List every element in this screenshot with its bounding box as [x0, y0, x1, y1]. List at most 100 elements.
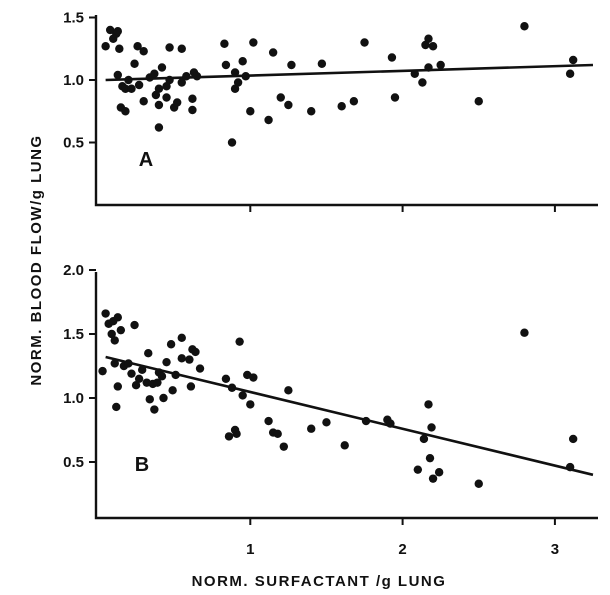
panel-a-data-point	[127, 84, 136, 93]
panel-a-data-point	[121, 107, 130, 116]
panel-b-data-point	[232, 429, 241, 439]
panel-a-data-point	[249, 38, 258, 47]
panel-a-data-point	[424, 63, 433, 72]
panel-a-data-point	[428, 42, 438, 51]
panel-a-data-point	[154, 84, 164, 93]
panel-a-data-point	[390, 93, 400, 102]
panel-b-y-tick-label: 0.5	[63, 454, 84, 471]
panel-a-data-point	[360, 38, 369, 47]
panel-b-data-point	[273, 429, 282, 439]
panel-b-data-point	[284, 386, 293, 395]
panel-a-data-point	[387, 53, 397, 62]
panel-a-y-tick-label: 1.5	[63, 10, 84, 27]
panel-b-data-point	[185, 355, 194, 364]
y-axis-title: NORM. BLOOD FLOW/g LUNG	[28, 134, 45, 385]
panel-b-data-point	[145, 395, 154, 404]
panel-a-data-point	[177, 44, 186, 53]
panel-b-x-tick-label: 2	[398, 541, 406, 558]
panel-b-data-point	[361, 416, 371, 426]
panel-b-axes	[94, 272, 598, 520]
panel-a-data-point	[192, 72, 202, 81]
panel-a-data-point	[307, 107, 316, 116]
panel-b-data-point	[568, 434, 578, 444]
panel-b-y-tick-label: 1.0	[63, 390, 84, 407]
panel-a-fit-line	[105, 63, 594, 82]
panel-a-data-point	[165, 75, 174, 85]
panel-b-x-tick-label: 1	[246, 541, 254, 558]
panel-b-data-point	[221, 374, 231, 383]
panel-b-data-point	[130, 320, 139, 330]
panel-a-y-tick-label: 1.0	[63, 72, 84, 89]
panel-a-data-point	[134, 80, 144, 90]
panel-a-data-point	[101, 42, 110, 51]
panel-b-data-point	[235, 337, 244, 346]
panel-a-data-point	[227, 138, 237, 147]
panel-a-data-point	[105, 25, 115, 35]
panel-b-x-tick-label: 3	[551, 541, 559, 558]
panel-b-data-point	[246, 400, 255, 409]
panel-a-data-point	[124, 75, 133, 85]
panel-b-data-point	[191, 347, 200, 357]
panel-b-data-point	[279, 442, 289, 451]
panel-b-data-point	[434, 468, 444, 477]
panel-b-data-point	[186, 382, 196, 391]
panel-a-data-point	[154, 100, 164, 110]
x-axis-title: NORM. SURFACTANT /g LUNG	[192, 573, 447, 590]
panel-b-data-point	[107, 329, 116, 339]
panel-b-data-point	[110, 359, 119, 368]
panel-a-data-point	[151, 90, 161, 100]
panel-a-data-point	[139, 97, 148, 106]
panel-b-label: B	[135, 454, 149, 476]
panel-b-data-point	[171, 370, 180, 380]
panel-b-data-point	[134, 374, 144, 383]
panel-a-data-point	[162, 93, 171, 102]
panel-a-data-point	[188, 94, 197, 103]
panel-a-data-point	[182, 72, 191, 81]
panel-a-data-point	[349, 97, 359, 106]
panel-a-data-point	[268, 48, 278, 57]
panel-b-data-point	[419, 434, 429, 444]
panel-a-label: A	[139, 149, 153, 171]
panel-a-plot: 0.5 1.0 1.5 A	[63, 10, 598, 212]
panel-a-data-point	[421, 40, 430, 50]
panel-b-data-point	[137, 365, 147, 375]
panel-a-data-point	[568, 55, 578, 65]
panel-b-data-point	[153, 378, 162, 387]
panel-b-data-point	[520, 328, 529, 337]
panel-a-data-point	[172, 98, 182, 107]
panel-b-data-point	[110, 336, 119, 345]
panel-a-data-point	[241, 72, 250, 81]
panel-a-data-point	[130, 59, 139, 68]
panel-b-data-point	[195, 364, 205, 373]
panel-a-data-point	[233, 78, 243, 87]
panel-a-data-point	[220, 39, 229, 48]
panel-a-data-point	[139, 47, 148, 56]
panel-a-data-point	[337, 102, 346, 111]
panel-b-data-point	[116, 325, 126, 335]
panel-b-data-point	[98, 366, 107, 376]
panel-b-data-point	[425, 453, 435, 463]
panel-b-data-point	[238, 391, 247, 400]
panel-b-data-point	[124, 359, 133, 368]
panel-a-data-point	[162, 82, 171, 91]
panel-a-data-point	[113, 27, 122, 36]
panel-a-data-point	[150, 69, 159, 78]
panel-b-data-point	[565, 462, 575, 472]
panel-a-data-point	[238, 57, 247, 66]
panel-a-data-point	[113, 70, 122, 80]
panel-a-data-point	[276, 93, 285, 102]
panel-b-data-point	[168, 386, 177, 395]
panel-a-data-point	[474, 97, 483, 106]
panel-a-data-point	[157, 63, 167, 72]
panel-b-data-point	[413, 465, 423, 474]
panel-b-data-point	[150, 405, 159, 414]
panel-a-y-tick-label: 0.5	[63, 135, 84, 152]
panel-b-plot: 0.5 1.0 1.5 2.0 1 2 3 B	[63, 262, 598, 558]
panel-b-data-point	[177, 354, 186, 363]
panel-a-axes	[94, 15, 598, 207]
panel-b-data-point	[144, 349, 153, 358]
panel-b-data-point	[264, 416, 273, 426]
panel-a-data-point	[284, 100, 293, 110]
panel-b-data-point	[424, 400, 433, 409]
